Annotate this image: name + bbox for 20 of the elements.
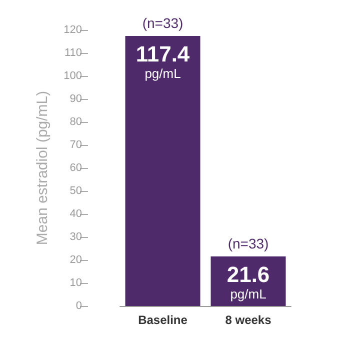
x-tick-label: Baseline [138,313,188,327]
y-tick-label: 40 [70,208,82,220]
data-label: 21.6 pg/mL [226,262,270,302]
y-tick-label: 120 [64,24,82,36]
y-tick-label: 20 [70,254,82,266]
y-tick-label: 80 [70,116,82,128]
y-tick-label: 50 [70,185,82,197]
y-tick-label: 10 [70,277,82,289]
x-tick-label: 8 weeks [225,313,272,327]
y-tick-label: 100 [64,70,82,82]
data-label: 117.4 pg/mL [136,41,190,81]
y-tick-label: 110 [64,47,82,59]
y-tick-label: 30 [70,231,82,243]
y-tick-label: 60 [70,162,82,174]
y-tick-label: 90 [70,93,82,105]
y-tick-label: 0 [76,300,82,312]
annotation: (n=33) [228,235,269,252]
y-tick-label: 70 [70,139,82,151]
y-axis-title: Mean estradiol (pg/mL) [34,90,51,246]
annotation: (n=33) [142,14,184,31]
